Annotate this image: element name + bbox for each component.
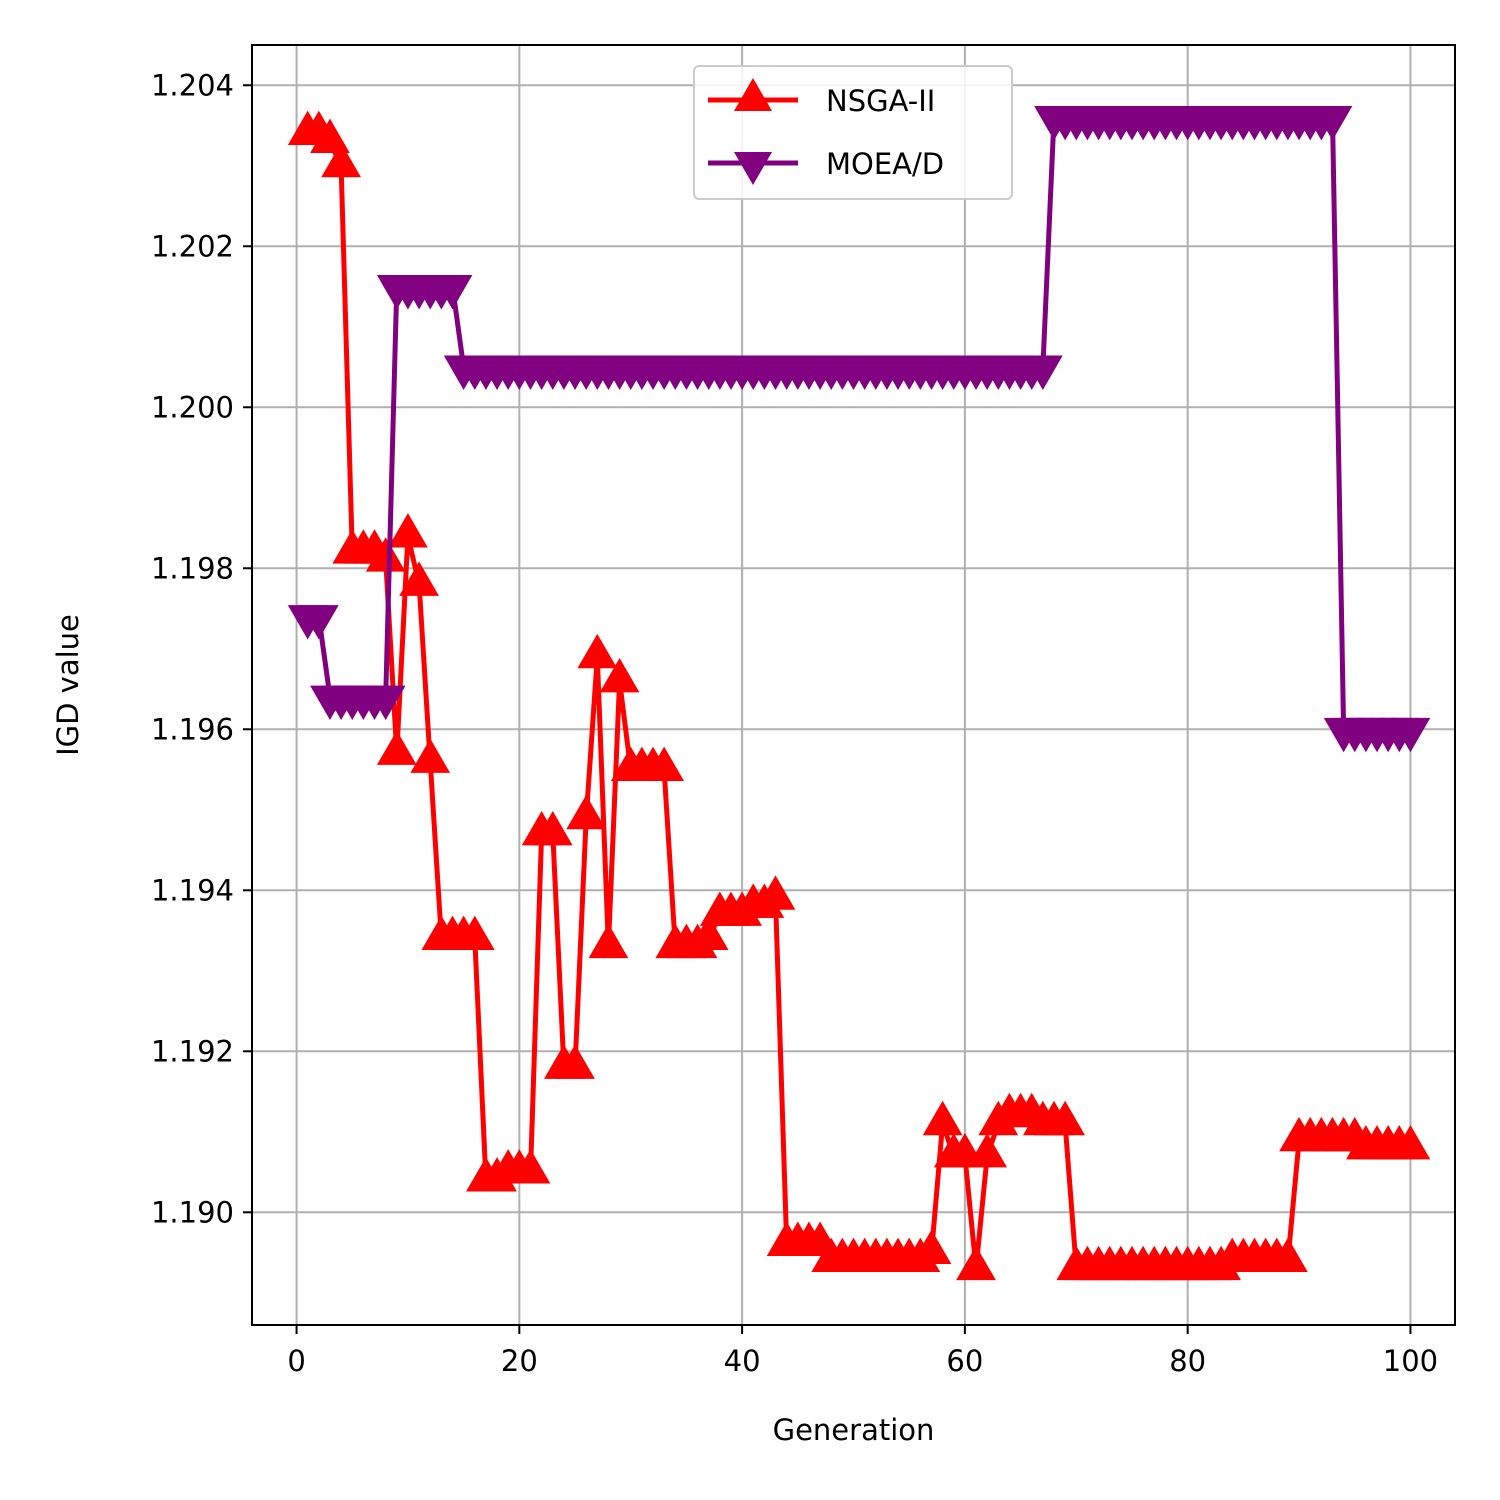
axis-ticks: 0 20 40 60 80 100 1.190 1.192 1.194 1.196 1.198 1.2…: [151, 68, 1438, 1378]
data-point-marker: [755, 875, 796, 910]
x-tick-label: 40: [724, 1344, 761, 1378]
x-tick-label: 60: [946, 1344, 983, 1378]
data-point-marker: [310, 118, 350, 154]
data-point-marker: [432, 275, 473, 310]
data-point-marker: [588, 923, 629, 959]
y-tick-label: 1.194: [151, 873, 234, 907]
data-point-marker: [566, 794, 607, 830]
y-axis-label: IGD value: [51, 614, 85, 756]
data-point-marker: [644, 746, 685, 781]
data-point-marker: [388, 513, 428, 548]
data-point-marker: [321, 142, 361, 178]
data-point-marker: [376, 730, 417, 765]
x-tick-label: 0: [287, 1344, 305, 1378]
x-axis-label: Generation: [773, 1413, 935, 1447]
data-point-marker: [410, 738, 451, 773]
y-tick-label: 1.192: [151, 1034, 234, 1068]
data-point-marker: [1312, 105, 1353, 141]
data-point-marker: [599, 658, 640, 693]
legend: NSGA-II MOEA/D: [693, 65, 1013, 200]
y-tick-label: 1.190: [151, 1195, 234, 1229]
legend-label: NSGA-II: [826, 84, 935, 118]
x-tick-label: 80: [1169, 1344, 1206, 1378]
y-tick-label: 1.196: [151, 712, 234, 746]
y-tick-label: 1.202: [151, 229, 234, 263]
x-tick-label: 20: [501, 1344, 538, 1378]
data-point-marker: [577, 633, 618, 669]
y-tick-label: 1.204: [151, 68, 234, 102]
data-point-marker: [510, 1149, 551, 1184]
data-point-marker: [956, 1245, 996, 1281]
data-point-marker: [555, 1044, 595, 1079]
legend-marker: [734, 78, 772, 111]
data-point-marker: [1022, 355, 1063, 390]
data-point-marker: [1045, 1100, 1086, 1136]
legend-label: MOEA/D: [826, 147, 944, 181]
y-tick-label: 1.198: [151, 551, 234, 585]
data-point-marker: [911, 1229, 952, 1265]
series-moea-d: [287, 105, 1431, 753]
data-point-marker: [532, 810, 573, 846]
data-point-marker: [365, 537, 406, 572]
data-point-marker: [922, 1100, 963, 1136]
data-point-marker: [967, 1132, 1008, 1168]
data-point-marker: [298, 605, 339, 640]
data-point-marker: [454, 915, 495, 951]
plot-frame: [251, 44, 1456, 1326]
data-point-marker: [1268, 1237, 1308, 1273]
data-point-marker: [365, 685, 406, 721]
data-point-marker: [1390, 717, 1431, 753]
series-nsga-ii: [287, 110, 1431, 1281]
data-point-marker: [399, 561, 439, 596]
legend-marker: [734, 152, 772, 185]
y-tick-label: 1.200: [151, 390, 234, 424]
plot-series: [287, 105, 1431, 1281]
data-point-marker: [688, 915, 729, 951]
data-point-marker: [1390, 1124, 1431, 1160]
x-tick-label: 100: [1383, 1344, 1438, 1378]
